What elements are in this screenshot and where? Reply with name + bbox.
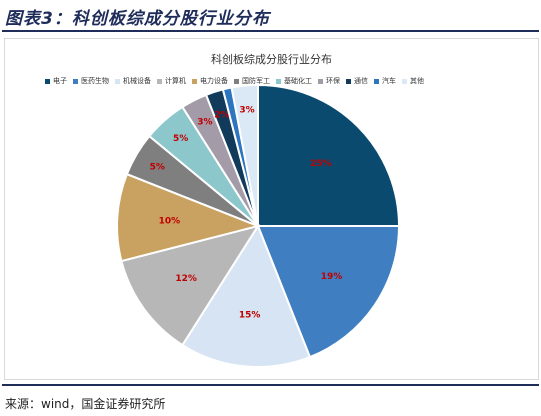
legend-item: 电子 bbox=[45, 76, 67, 86]
legend-swatch bbox=[45, 78, 50, 84]
legend-label: 电力设备 bbox=[200, 77, 228, 85]
bottom-divider bbox=[2, 384, 539, 386]
legend-label: 通信 bbox=[354, 77, 368, 85]
legend-label: 电子 bbox=[53, 77, 67, 85]
slice-data-label: 25% bbox=[310, 159, 332, 169]
pie-chart: 25%19%15%12%10%5%5%3%2%3% bbox=[116, 83, 401, 368]
legend-swatch bbox=[157, 78, 162, 84]
top-divider bbox=[2, 30, 539, 32]
pie-slice bbox=[120, 224, 261, 347]
legend-item: 电力设备 bbox=[192, 76, 228, 86]
legend-item: 国防军工 bbox=[234, 76, 270, 86]
chart-frame: 科创板综成分股行业分布 电子 医药生物 机械设备 计算机 电力设备 国防军工 基础化工 环保 通… bbox=[4, 38, 539, 380]
figure-title: 图表3：科创板综成分股行业分布 bbox=[5, 9, 270, 29]
slice-data-label: 3% bbox=[239, 105, 254, 115]
legend-label: 基础化工 bbox=[284, 77, 312, 85]
chart-legend: 电子 医药生物 机械设备 计算机 电力设备 国防军工 基础化工 环保 通信 汽车 其他 bbox=[45, 76, 430, 86]
slice-data-label: 12% bbox=[175, 274, 197, 284]
legend-swatch bbox=[402, 78, 407, 84]
legend-item: 其他 bbox=[402, 76, 424, 86]
legend-swatch bbox=[318, 78, 323, 84]
legend-item: 通信 bbox=[346, 76, 368, 86]
slice-data-label: 15% bbox=[239, 310, 261, 320]
legend-swatch bbox=[192, 78, 197, 84]
legend-item: 计算机 bbox=[157, 76, 186, 86]
legend-label: 国防军工 bbox=[242, 77, 270, 85]
legend-swatch bbox=[374, 78, 379, 84]
slice-data-label: 10% bbox=[159, 216, 181, 226]
pie-slice bbox=[181, 223, 312, 368]
legend-label: 环保 bbox=[326, 77, 340, 85]
legend-swatch bbox=[346, 78, 351, 84]
slice-data-label: 2% bbox=[214, 111, 229, 121]
legend-swatch bbox=[73, 78, 78, 84]
legend-label: 其他 bbox=[410, 77, 424, 85]
pie-slice bbox=[116, 172, 262, 263]
source-note: 来源：wind，国金证券研究所 bbox=[5, 397, 166, 411]
legend-label: 汽车 bbox=[382, 77, 396, 85]
legend-swatch bbox=[234, 78, 239, 84]
slice-data-label: 5% bbox=[150, 162, 165, 172]
pie-slice bbox=[256, 225, 401, 359]
legend-label: 计算机 bbox=[165, 77, 186, 85]
legend-item: 机械设备 bbox=[115, 76, 151, 86]
legend-label: 机械设备 bbox=[123, 77, 151, 85]
legend-item: 环保 bbox=[318, 76, 340, 86]
legend-swatch bbox=[115, 78, 120, 84]
legend-swatch bbox=[276, 78, 281, 84]
slice-data-label: 3% bbox=[197, 118, 212, 128]
legend-item: 医药生物 bbox=[73, 76, 109, 86]
legend-label: 医药生物 bbox=[81, 77, 109, 85]
legend-item: 基础化工 bbox=[276, 76, 312, 86]
legend-item: 汽车 bbox=[374, 76, 396, 86]
pie-slice bbox=[230, 83, 259, 227]
slice-data-label: 19% bbox=[321, 272, 343, 282]
slice-data-label: 5% bbox=[173, 134, 188, 144]
pie-slice bbox=[257, 83, 401, 227]
chart-title: 科创板综成分股行业分布 bbox=[211, 53, 332, 66]
